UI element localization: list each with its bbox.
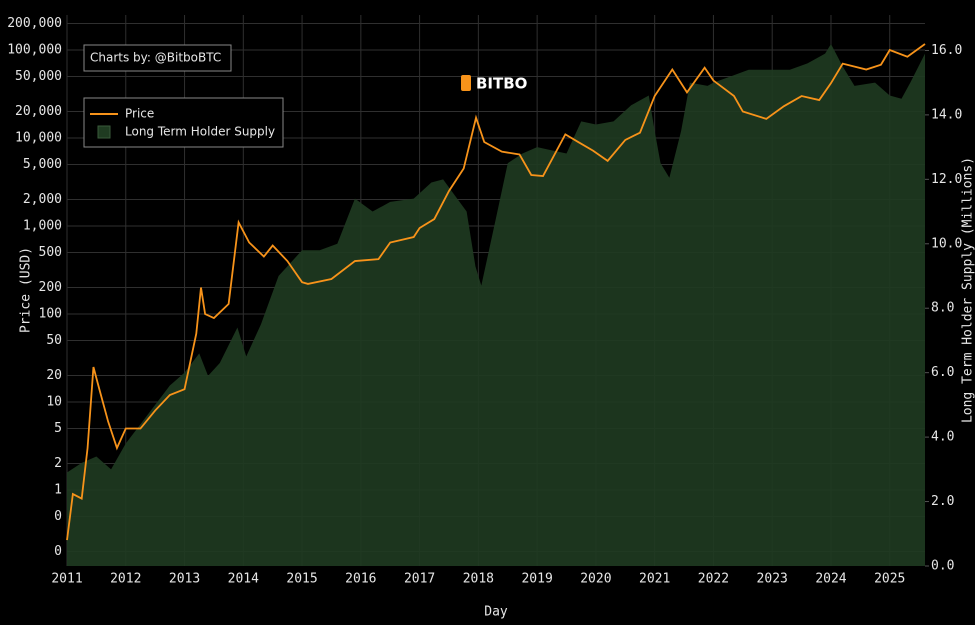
logo-icon (461, 75, 471, 91)
line (66, 43, 926, 541)
y2-tick-label: 8.0 (931, 301, 954, 316)
y-tick-label: 10 (46, 395, 62, 410)
x-tick-label: 2012 (110, 572, 141, 587)
y-tick-label: 2 (54, 456, 62, 471)
y2-tick-label: 14.0 (931, 107, 962, 122)
x-tick-label: 2022 (698, 572, 729, 587)
y-tick-label: 2,000 (23, 192, 62, 207)
legend-frame (83, 97, 284, 148)
y-tick-label: 100 (39, 307, 62, 322)
x-tick-label: 2016 (345, 572, 376, 587)
x-tick-label: 2013 (169, 572, 200, 587)
y2-tick-label: 2.0 (931, 494, 954, 509)
y2-tick-label: 16.0 (931, 43, 962, 58)
y-tick-label: 200 (39, 280, 62, 295)
x-axis-title: Day (484, 605, 508, 620)
x-tick-label: 2024 (815, 572, 846, 587)
y-tick-label: 5,000 (23, 157, 62, 172)
x-tick-label: 2020 (580, 572, 611, 587)
y-tick-label: 20 (46, 368, 62, 383)
x-tick-label: 2023 (757, 572, 788, 587)
y-tick-label: 10,000 (15, 131, 62, 146)
watermark: BITBO (461, 75, 527, 93)
x-tick-label: 2018 (463, 572, 494, 587)
y-tick-label: 100,000 (7, 43, 62, 58)
x-tick-label: 2017 (404, 572, 435, 587)
y-tick-label: 0 (54, 544, 62, 559)
y2-axis-title: Long Term Holder Supply (Millions) (961, 157, 975, 423)
y-tick-label: 200,000 (7, 16, 62, 31)
y2-tick-label: 6.0 (931, 365, 954, 380)
x-tick-label: 2015 (286, 572, 317, 587)
x-tick-label: 2011 (51, 572, 82, 587)
credit-frame (83, 44, 232, 72)
credit-box: Charts by: @BitboBTC (83, 44, 232, 72)
y-tick-label: 0 (54, 509, 62, 524)
y2-tick-label: 0.0 (931, 559, 954, 574)
y2-tick-label: 4.0 (931, 430, 954, 445)
y2-tick-label: 12.0 (931, 172, 962, 187)
credit-text: Charts by: @BitboBTC (90, 51, 221, 65)
logo-text: BITBO (476, 75, 527, 93)
legend: Price Long Term Holder Supply (83, 97, 284, 148)
x-tick-label: 2019 (521, 572, 552, 587)
legend-swatch (97, 125, 111, 139)
y-tick-label: 20,000 (15, 104, 62, 119)
y-axis-title: Price (USD) (19, 247, 34, 333)
y-tick-label: 50 (46, 333, 62, 348)
marks (66, 43, 926, 566)
y-tick-label: 50,000 (15, 69, 62, 84)
y2-tick-label: 10.0 (931, 236, 962, 251)
legend-label: Long Term Holder Supply (125, 125, 275, 139)
axes: 2011 2012 2013 2014 2015 2016 2017 2018 2019 2020… (7, 16, 962, 586)
legend-label: Price (125, 107, 154, 121)
y-tick-label: 500 (39, 245, 62, 260)
area (67, 44, 925, 566)
y-tick-label: 1,000 (23, 219, 62, 234)
x-tick-label: 2025 (874, 572, 905, 587)
x-tick-label: 2014 (228, 572, 259, 587)
x-tick-label: 2021 (639, 572, 670, 587)
y-tick-label: 1 (54, 483, 62, 498)
y-tick-label: 5 (54, 421, 62, 436)
